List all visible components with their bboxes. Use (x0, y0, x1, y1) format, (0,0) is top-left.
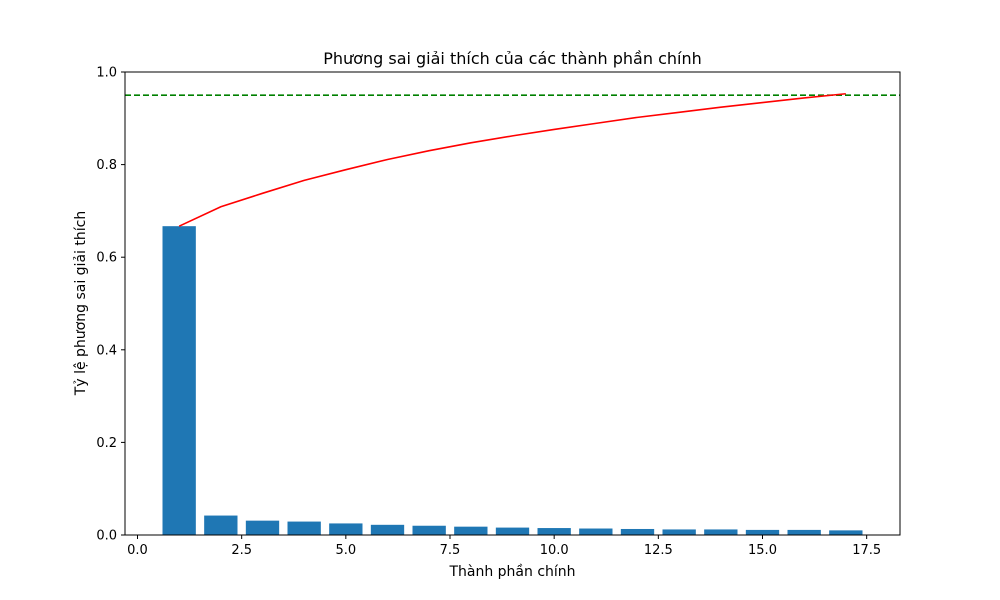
x-tick-label: 5.0 (335, 543, 356, 558)
x-tick-label: 2.5 (231, 543, 252, 558)
chart-title: Phương sai giải thích của các thành phần… (323, 49, 701, 68)
bar (412, 525, 446, 535)
bar (287, 521, 321, 535)
y-tick-label: 1.0 (96, 66, 117, 81)
plot-frame (124, 71, 901, 536)
x-tick-label: 10.0 (540, 543, 569, 558)
axis-ticks: 0.0 2.5 5.0 7.5 10.0 12.5 15.0 17.5 0.0 0.2 0.4 0.6… (96, 66, 881, 559)
bar (787, 529, 821, 535)
bar (829, 530, 863, 535)
plot-area (125, 92, 900, 535)
bar (745, 529, 780, 535)
bar (370, 524, 405, 535)
x-tick-label: 0.0 (127, 543, 148, 558)
x-tick-label: 17.5 (852, 543, 881, 558)
bar (537, 528, 571, 535)
x-tick-label: 7.5 (440, 543, 461, 558)
y-tick-label: 0.2 (96, 436, 117, 451)
x-axis-label: Thành phần chính (448, 564, 575, 580)
bar (495, 527, 530, 535)
y-axis-label: Tỷ lệ phương sai giải thích (73, 211, 89, 396)
x-tick-label: 15.0 (748, 543, 777, 558)
cumulative-variance-line (178, 92, 846, 227)
bar (245, 520, 280, 535)
bar (454, 526, 488, 535)
y-tick-label: 0.6 (96, 251, 117, 266)
bar (579, 528, 613, 535)
bar (162, 226, 196, 535)
bar (662, 529, 696, 535)
bar (329, 523, 363, 535)
y-tick-label: 0.8 (96, 158, 117, 173)
x-tick-label: 12.5 (644, 543, 673, 558)
bar (620, 528, 655, 535)
bar (704, 529, 738, 535)
bar (204, 515, 238, 535)
y-tick-label: 0.4 (96, 343, 117, 358)
y-tick-label: 0.0 (96, 529, 117, 544)
